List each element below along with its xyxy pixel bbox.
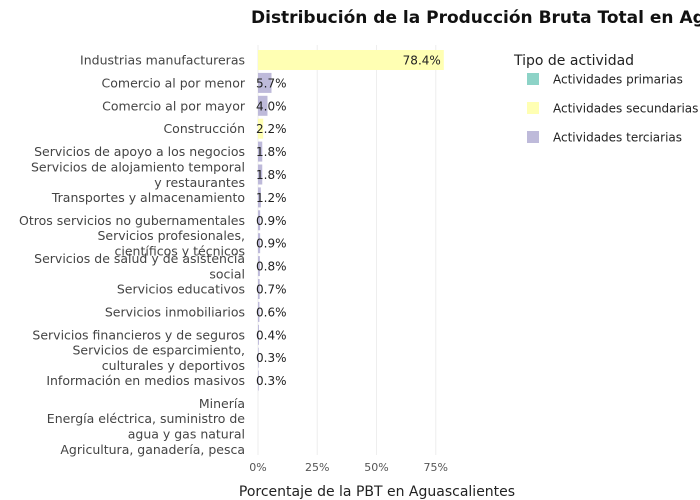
category-label-3: Construcción — [163, 121, 245, 136]
data-label-9: 0.8% — [256, 260, 287, 274]
x-tick-label-1: 25% — [305, 461, 329, 474]
category-label-15: Minería — [199, 396, 245, 411]
bar-5 — [258, 164, 263, 185]
category-label-4: Servicios de apoyo a los negocios — [34, 144, 245, 159]
category-label-9-line-1: social — [209, 266, 245, 281]
category-label-10: Servicios educativos — [117, 282, 245, 297]
data-label-8: 0.9% — [256, 237, 287, 251]
category-label-7-line-0: Otros servicios no gubernamentales — [19, 213, 245, 228]
category-label-13: Servicios de esparcimiento, culturales y … — [72, 342, 245, 373]
bar-4 — [258, 141, 263, 162]
bar-3 — [258, 118, 264, 139]
bar-6 — [258, 187, 261, 208]
data-label-3: 2.2% — [256, 122, 287, 136]
data-label-10: 0.7% — [256, 283, 287, 297]
category-label-16: Energía eléctrica, suministro de agua y g… — [47, 411, 246, 442]
x-tick-label-0: 0% — [249, 461, 266, 474]
data-labels: 78.4% 5.7% 4.0% 2.2% 1.8% 1.8% 1.2% 0.9% 0.9% 0.8… — [256, 54, 441, 389]
category-label-9-line-0: Servicios de salud y de asistencia — [34, 251, 245, 266]
category-label-12-line-0: Servicios financieros y de seguros — [32, 327, 245, 342]
category-label-8: Servicios profesionales, científicos y té… — [97, 228, 245, 259]
bar-9 — [258, 256, 260, 277]
bar-10 — [258, 279, 260, 299]
category-label-5: Servicios de alojamiento temporal y resta… — [31, 159, 245, 190]
data-label-7: 0.9% — [256, 214, 287, 228]
category-label-14: Información en medios masivos — [46, 373, 245, 388]
category-label-13-line-1: culturales y deportivos — [102, 358, 245, 373]
category-label-3-line-0: Construcción — [163, 121, 245, 136]
category-label-17-line-0: Agricultura, ganadería, pesca — [60, 442, 245, 457]
category-label-6: Transportes y almacenamiento — [51, 190, 245, 205]
category-label-1: Comercio al por menor — [102, 75, 246, 90]
bar-12 — [258, 324, 259, 345]
category-label-2-line-0: Comercio al por mayor — [102, 98, 246, 113]
bar-2 — [258, 95, 268, 116]
category-label-13-line-0: Servicios de esparcimiento, — [72, 342, 245, 357]
category-label-16-line-0: Energía eléctrica, suministro de — [47, 411, 246, 426]
category-label-11: Servicios inmobiliarios — [105, 304, 245, 319]
bar-0 — [258, 50, 444, 70]
chart-title: Distribución de la Producción Bruta Tota… — [251, 8, 700, 28]
category-label-5-line-1: y restaurantes — [154, 175, 245, 190]
legend-swatch-0 — [527, 73, 539, 85]
bar-13 — [258, 347, 259, 368]
data-label-0: 78.4% — [403, 54, 441, 68]
category-label-12: Servicios financieros y de seguros — [32, 327, 245, 342]
bar-1 — [258, 72, 272, 93]
legend-entry-2: Actividades terciarias — [553, 131, 682, 145]
legend-swatch-2 — [527, 131, 539, 143]
data-label-4: 1.8% — [256, 145, 287, 159]
bar-8 — [258, 233, 261, 254]
data-label-5: 1.8% — [256, 168, 287, 182]
legend-entry-0: Actividades primarias — [553, 73, 683, 87]
bar-11 — [258, 301, 260, 322]
x-tick-label-2: 50% — [364, 461, 388, 474]
category-label-17: Agricultura, ganadería, pesca — [60, 442, 245, 457]
bars — [258, 50, 444, 391]
category-label-16-line-1: agua y gas natural — [128, 427, 245, 442]
data-label-13: 0.3% — [256, 351, 287, 365]
data-label-6: 1.2% — [256, 191, 287, 205]
x-axis-label: Porcentaje de la PBT en Aguascalientes — [239, 484, 515, 500]
data-label-12: 0.4% — [256, 328, 287, 342]
category-labels: Industrias manufactureras Comercio al por… — [19, 53, 246, 457]
data-label-1: 5.7% — [256, 76, 287, 90]
category-label-8-line-1: científicos y técnicos — [115, 243, 245, 258]
category-label-0: Industrias manufactureras — [80, 53, 245, 68]
category-label-0-line-0: Industrias manufactureras — [80, 53, 245, 68]
category-label-5-line-0: Servicios de alojamiento temporal — [31, 159, 245, 174]
category-label-15-line-0: Minería — [199, 396, 245, 411]
x-tick-label-3: 75% — [424, 461, 448, 474]
category-label-14-line-0: Información en medios masivos — [46, 373, 245, 388]
category-label-7: Otros servicios no gubernamentales — [19, 213, 245, 228]
data-label-11: 0.6% — [256, 305, 287, 319]
category-label-2: Comercio al por mayor — [102, 98, 246, 113]
data-label-14: 0.3% — [256, 374, 287, 388]
category-label-8-line-0: Servicios profesionales, — [97, 228, 245, 243]
category-label-10-line-0: Servicios educativos — [117, 282, 245, 297]
x-axis-ticks: 0% 25% 50% 75% — [249, 461, 448, 474]
category-label-9: Servicios de salud y de asistencia social — [34, 251, 245, 282]
category-label-4-line-0: Servicios de apoyo a los negocios — [34, 144, 245, 159]
data-label-2: 4.0% — [256, 99, 287, 113]
legend-swatch-1 — [527, 102, 539, 114]
legend-entry-1: Actividades secundarias — [553, 102, 698, 116]
legend: Tipo de actividad Actividades primarias A… — [513, 53, 698, 145]
legend-title: Tipo de actividad — [513, 53, 634, 69]
category-label-11-line-0: Servicios inmobiliarios — [105, 304, 245, 319]
category-label-6-line-0: Transportes y almacenamiento — [51, 190, 245, 205]
bar-14 — [258, 370, 259, 391]
bar-7 — [258, 210, 261, 231]
category-label-1-line-0: Comercio al por menor — [102, 75, 246, 90]
